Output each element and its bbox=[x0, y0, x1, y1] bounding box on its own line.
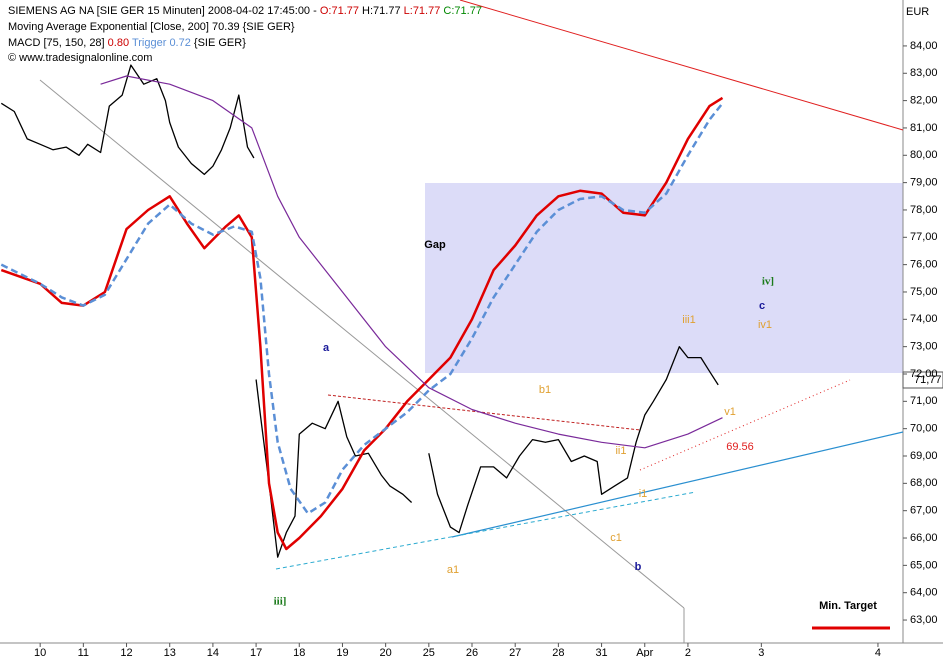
x-tick-label: 11 bbox=[78, 647, 89, 657]
annotation: v1 bbox=[724, 406, 736, 418]
annotation: c1 bbox=[610, 532, 622, 544]
y-tick-label: 82,00 bbox=[910, 95, 938, 107]
annotation: b1 bbox=[539, 384, 551, 396]
x-tick-label: 17 bbox=[250, 647, 262, 657]
series-line bbox=[0, 64, 719, 558]
macd-suffix: {SIE GER} bbox=[191, 37, 246, 49]
macd-value: 0.80 bbox=[108, 37, 129, 49]
x-tick-label: 20 bbox=[380, 647, 392, 657]
header-open: O:71.77 bbox=[320, 5, 359, 17]
ema-label: Moving Average Exponential [Close, 200] … bbox=[8, 21, 295, 33]
x-tick-label: 18 bbox=[293, 647, 305, 657]
gap-zone bbox=[425, 183, 903, 373]
trendlines bbox=[39, 0, 904, 643]
annotation: ii1 bbox=[615, 445, 626, 457]
x-tick-label: 14 bbox=[207, 647, 219, 657]
header-low: L:71.77 bbox=[404, 5, 441, 17]
y-tick-label: 63,00 bbox=[910, 614, 938, 626]
x-tick-label: 28 bbox=[552, 647, 564, 657]
annotation: iv] bbox=[762, 276, 774, 288]
price-box bbox=[902, 371, 943, 389]
x-tick-label: 4 bbox=[875, 647, 881, 657]
y-tick-label: 73,00 bbox=[910, 341, 938, 353]
y-tick-label: 65,00 bbox=[910, 559, 938, 571]
y-tick-label: 75,00 bbox=[910, 286, 938, 298]
y-tick-label: 83,00 bbox=[910, 67, 938, 79]
trendline bbox=[275, 491, 697, 570]
x-tick-label: 13 bbox=[164, 647, 176, 657]
annotation: a1 bbox=[447, 564, 459, 576]
annotation: b bbox=[635, 561, 642, 573]
trendline bbox=[451, 431, 904, 538]
y-tick-label: 72,00 bbox=[910, 368, 938, 380]
x-tick-label: 27 bbox=[509, 647, 521, 657]
legend-label: Min. Target bbox=[819, 600, 877, 612]
trendline bbox=[459, 0, 904, 131]
annotation: 69.56 bbox=[726, 441, 754, 453]
x-tick-label: 12 bbox=[120, 647, 132, 657]
y-tick-label: 76,00 bbox=[910, 259, 938, 271]
y-tick-label: 64,00 bbox=[910, 587, 938, 599]
trendline bbox=[39, 79, 685, 609]
copyright: © www.tradesignalonline.com bbox=[8, 52, 152, 64]
y-tick-label: 69,00 bbox=[910, 450, 938, 462]
y-tick-label: 66,00 bbox=[910, 532, 938, 544]
annotation: iii1 bbox=[682, 314, 695, 326]
y-tick-label: 78,00 bbox=[910, 204, 938, 216]
header-high: H:71.77 bbox=[362, 5, 401, 17]
header-line: SIEMENS AG NA [SIE GER 15 Minuten] 2008-… bbox=[8, 5, 482, 17]
annotation: iii] bbox=[274, 596, 287, 608]
macd-line: MACD [75, 150, 28] 0.80 Trigger 0.72 {SI… bbox=[8, 37, 246, 49]
y-tick-label: 84,00 bbox=[910, 40, 938, 52]
y-tick-label: 67,00 bbox=[910, 505, 938, 517]
annotation: iv1 bbox=[758, 319, 772, 331]
currency: EUR bbox=[906, 6, 929, 18]
macd-label: MACD [75, 150, 28] bbox=[8, 37, 108, 49]
series-line bbox=[0, 96, 724, 551]
annotation: a bbox=[323, 342, 330, 354]
x-tick-label: 3 bbox=[758, 647, 764, 657]
header-title: SIEMENS AG NA [SIE GER 15 Minuten] 2008-… bbox=[8, 5, 320, 17]
series-line bbox=[100, 75, 723, 449]
x-tick-label: 25 bbox=[423, 647, 435, 657]
y-tick-label: 77,00 bbox=[910, 231, 938, 243]
y-tick-label: 79,00 bbox=[910, 177, 938, 189]
y-tick-label: 70,00 bbox=[910, 423, 938, 435]
series-line bbox=[0, 102, 724, 515]
y-tick-label: 71,00 bbox=[910, 395, 938, 407]
annotation: Gap bbox=[424, 239, 446, 251]
trendline bbox=[327, 394, 641, 431]
x-tick-label: 10 bbox=[34, 647, 46, 657]
trendline bbox=[639, 379, 851, 471]
header-close: C:71.77 bbox=[443, 5, 482, 17]
y-tick-label: 80,00 bbox=[910, 149, 938, 161]
y-tick-label: 74,00 bbox=[910, 313, 938, 325]
annotation: c bbox=[759, 300, 765, 312]
x-tick-label: 2 bbox=[685, 647, 691, 657]
x-tick-label: 19 bbox=[336, 647, 348, 657]
annotation: i1 bbox=[639, 488, 648, 500]
current-price: 71,77 bbox=[914, 374, 942, 386]
y-tick-label: 68,00 bbox=[910, 477, 938, 489]
x-tick-label: 31 bbox=[595, 647, 607, 657]
trigger-label: Trigger 0.72 bbox=[129, 37, 191, 49]
x-tick-label: Apr bbox=[636, 647, 653, 657]
y-tick-label: 81,00 bbox=[910, 122, 938, 134]
x-tick-label: 26 bbox=[466, 647, 478, 657]
